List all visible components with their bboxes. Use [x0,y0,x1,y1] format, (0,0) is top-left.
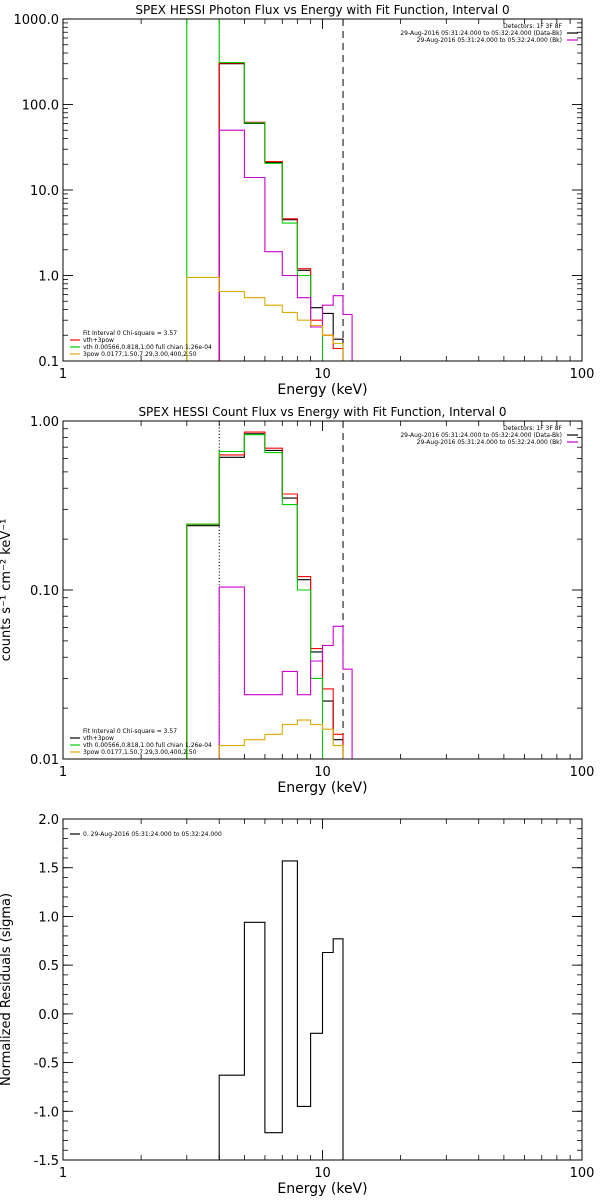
series-3-line [218,586,353,759]
y-tick-label: -0.5 [34,1057,59,1072]
y-tick-label: 0.0 [38,1008,59,1023]
x-tick-label: 10 [314,367,331,382]
series-3-line [218,129,353,361]
series-1-line [186,431,353,759]
plot-title: SPEX HESSI Photon Flux vs Energy with Fi… [135,3,509,17]
series-0-line [218,63,353,361]
series-2-line [186,434,324,759]
y-tick-label: 1000.0 [14,13,60,28]
y-tick-label: 10.0 [30,184,59,199]
info-line: 29-Aug-2016 05:31:24.000 to 05:32:24.000… [417,37,562,44]
y-tick-label: 0.5 [38,959,59,974]
y-tick-label: 100.0 [22,99,59,114]
y-tick-label: -1.5 [34,1154,59,1169]
legend-entry: Fit Interval 0 Chi-square = 3.57 [83,330,177,337]
legend-entry: 3pow 0.0177,1.50,7.29,3.00,400,2.50 [83,749,197,756]
series-4-line [186,719,344,759]
x-tick-label: 100 [570,367,595,382]
legend-entry: vth 0.00566,0.818,1.00 full chian 1.26e-… [83,742,212,749]
plot-frame [62,18,583,362]
y-tick-label: 1.0 [38,910,59,925]
x-axis-label: Energy (keV) [277,382,367,398]
info-line: 29-Aug-2016 05:31:24.000 to 05:32:24.000… [417,439,562,446]
series-0-line [186,433,353,759]
y-tick-label: 2.0 [38,813,59,828]
x-tick-label: 1 [59,765,67,780]
y-tick-label: 0.1 [38,355,59,370]
y-axis-label: counts s⁻¹ cm⁻² keV⁻¹ [0,519,14,662]
legend-entry: 3pow 0.0177,1.50,7.29,3.00,400,2.50 [83,351,197,358]
x-tick-label: 100 [570,1166,595,1181]
info-line: Detectors: 1F 3F 8F [503,425,562,432]
plot-frame [62,420,583,760]
series-1-line [218,62,353,361]
y-tick-label: 0.01 [30,753,59,768]
plot-title: SPEX HESSI Count Flux vs Energy with Fit… [138,405,506,419]
legend-entry: vth 0.00566,0.818,1.00 full chian 1.26e-… [83,344,212,351]
legend-entry: 0. 29-Aug-2016 05:31:24.000 to 05:32:24.… [83,831,222,838]
series-2-line [186,19,324,361]
y-tick-label: 1.00 [30,415,59,430]
legend-entry: vth+3pow [83,735,114,742]
legend-entry: vth+3pow [83,337,114,344]
x-axis-label: Energy (keV) [277,1181,367,1197]
x-axis-label: Energy (keV) [277,780,367,796]
info-line: 29-Aug-2016 05:31:24.000 to 05:32:24.000… [400,432,562,439]
info-line: 29-Aug-2016 05:31:24.000 to 05:32:24.000… [400,30,562,37]
series-4-line [186,276,344,361]
x-tick-label: 10 [314,1166,331,1181]
y-tick-label: 0.10 [30,584,59,599]
y-tick-label: 1.5 [38,862,59,877]
x-tick-label: 100 [570,765,595,780]
y-tick-label: 1.0 [38,270,59,285]
x-tick-label: 10 [314,765,331,780]
y-tick-label: -1.0 [34,1105,59,1120]
series-0-line [218,860,344,1160]
x-tick-label: 1 [59,367,67,382]
info-line: Detectors: 1F 3F 8F [503,23,562,30]
y-axis-label: Normalized Residuals (sigma) [0,893,14,1086]
plot-frame [62,818,583,1161]
legend-entry: Fit Interval 0 Chi-square = 3.57 [83,728,177,735]
x-tick-label: 1 [59,1166,67,1181]
